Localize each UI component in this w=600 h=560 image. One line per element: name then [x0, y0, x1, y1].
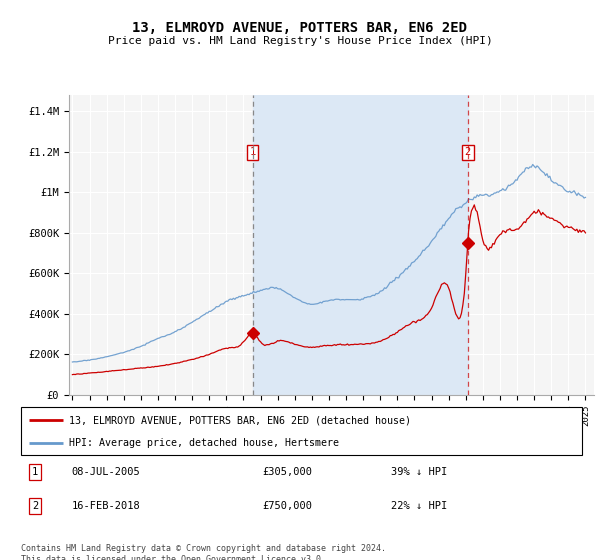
Text: 13, ELMROYD AVENUE, POTTERS BAR, EN6 2ED (detached house): 13, ELMROYD AVENUE, POTTERS BAR, EN6 2ED…: [68, 416, 410, 426]
Text: 1: 1: [32, 466, 38, 477]
Text: 2: 2: [464, 147, 471, 157]
Text: 13, ELMROYD AVENUE, POTTERS BAR, EN6 2ED: 13, ELMROYD AVENUE, POTTERS BAR, EN6 2ED: [133, 21, 467, 35]
Text: 08-JUL-2005: 08-JUL-2005: [71, 466, 140, 477]
Text: £750,000: £750,000: [262, 501, 312, 511]
Text: 2: 2: [32, 501, 38, 511]
Text: 16-FEB-2018: 16-FEB-2018: [71, 501, 140, 511]
Text: Price paid vs. HM Land Registry's House Price Index (HPI): Price paid vs. HM Land Registry's House …: [107, 36, 493, 46]
Text: 22% ↓ HPI: 22% ↓ HPI: [391, 501, 448, 511]
Text: HPI: Average price, detached house, Hertsmere: HPI: Average price, detached house, Hert…: [68, 438, 338, 448]
Text: £305,000: £305,000: [262, 466, 312, 477]
Bar: [253, 95, 468, 395]
Text: 1: 1: [250, 147, 256, 157]
Text: Contains HM Land Registry data © Crown copyright and database right 2024.
This d: Contains HM Land Registry data © Crown c…: [21, 544, 386, 560]
Text: 39% ↓ HPI: 39% ↓ HPI: [391, 466, 448, 477]
FancyBboxPatch shape: [21, 407, 582, 455]
